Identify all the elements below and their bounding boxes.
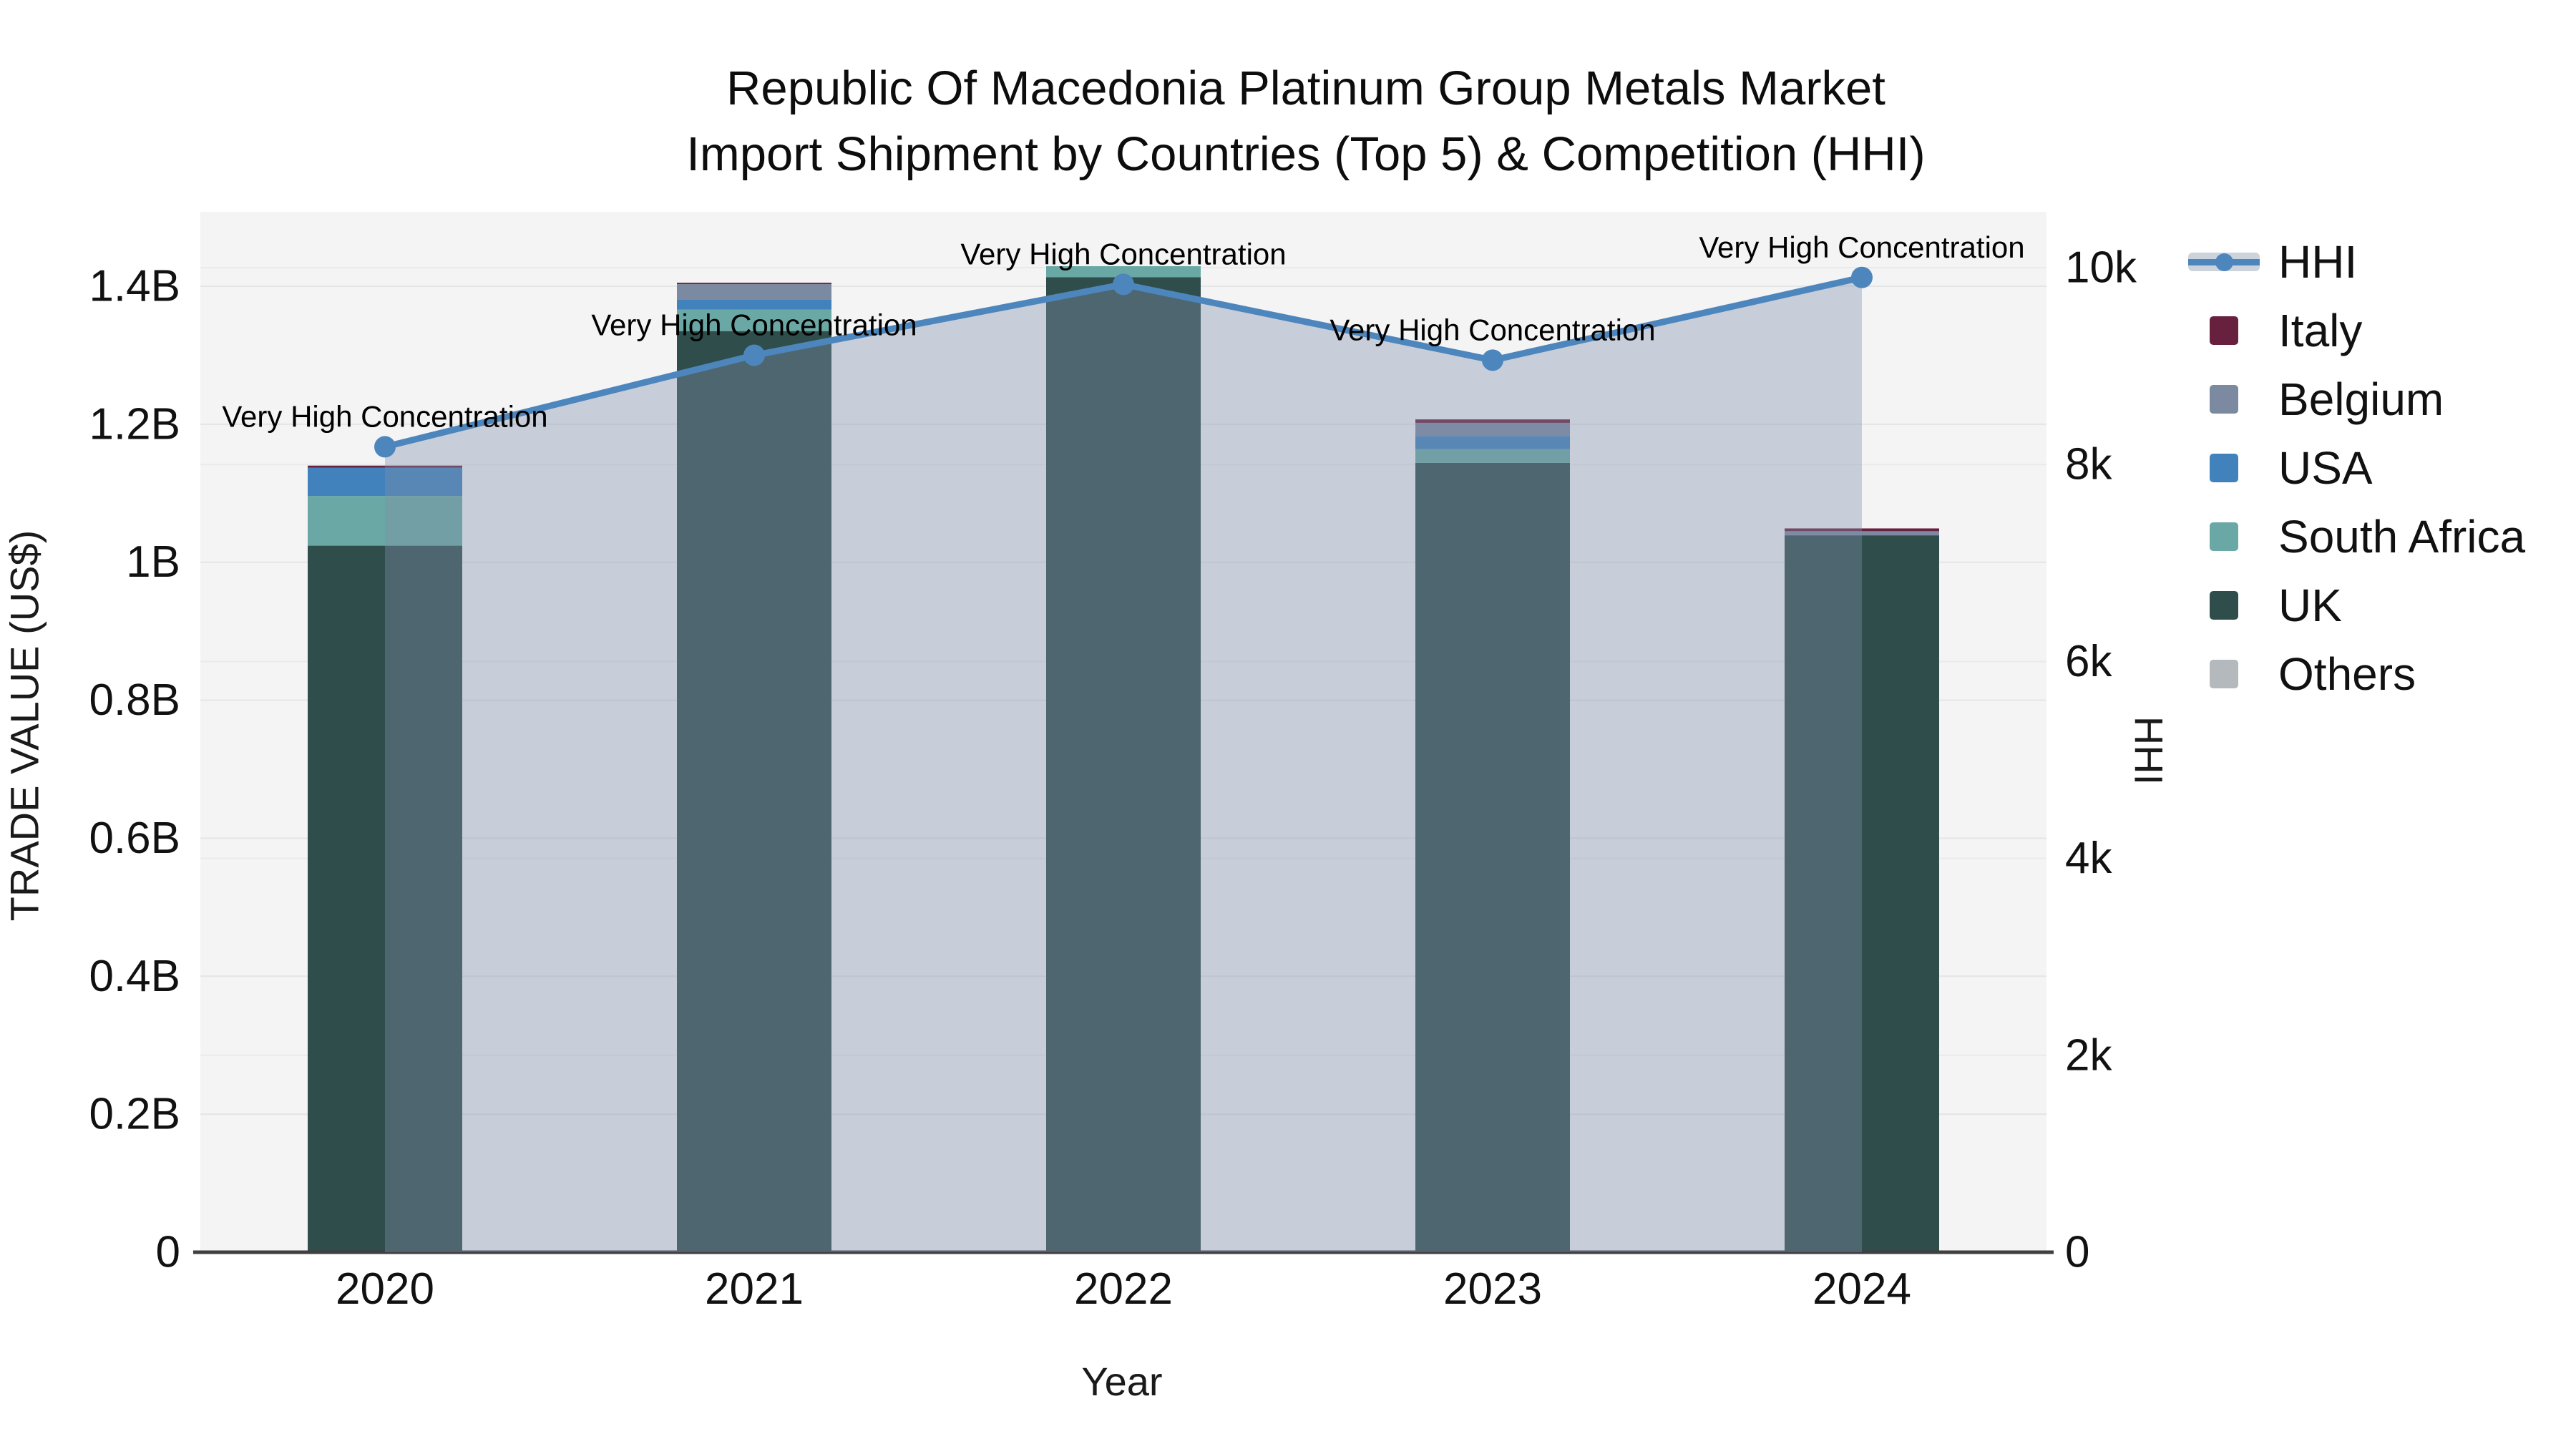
annotation-label: Very High Concentration	[1330, 313, 1655, 346]
color-swatch-icon	[2188, 384, 2260, 415]
legend-label: Others	[2278, 648, 2416, 700]
bar-segment-uk	[1046, 277, 1201, 1252]
bar-segment-uk	[308, 545, 462, 1252]
y-tick-left: 0.2B	[89, 1090, 180, 1139]
legend-label: UK	[2278, 580, 2342, 631]
bar-segment-south-africa	[677, 309, 831, 331]
hhi-marker	[1851, 266, 1873, 288]
y-tick-right: 2k	[2065, 1030, 2112, 1080]
legend-item-usa[interactable]: USA	[2188, 434, 2525, 502]
bar-segment-usa	[1415, 436, 1570, 449]
legend-label: Belgium	[2278, 374, 2444, 425]
y-tick-right: 4k	[2065, 834, 2112, 883]
bar-segment-belgium	[1785, 531, 1939, 536]
hhi-area	[385, 277, 1862, 1252]
bar-segment-south-africa	[308, 496, 462, 546]
y-tick-right: 0	[2065, 1228, 2089, 1277]
hhi-marker	[743, 344, 765, 366]
x-tick-label: 2020	[336, 1264, 434, 1314]
bar-segment-uk	[677, 331, 831, 1252]
bar-segment-belgium	[1415, 422, 1570, 436]
bar-segment-italy	[1415, 419, 1570, 423]
y-tick-left: 0.6B	[89, 814, 180, 863]
y-tick-right: 8k	[2065, 440, 2112, 489]
hhi-marker	[1113, 273, 1134, 296]
bar-segment-italy	[1785, 528, 1939, 532]
y-tick-right: 10k	[2065, 243, 2137, 293]
y-tick-left: 1.4B	[89, 262, 180, 311]
legend-label: HHI	[2278, 236, 2358, 288]
bar-segment-south-africa	[1415, 449, 1570, 463]
bar-segment-italy	[308, 465, 462, 468]
bar-segment-south-africa	[1046, 266, 1201, 278]
color-swatch-icon	[2188, 521, 2260, 552]
y-tick-left: 1B	[126, 537, 180, 587]
legend: HHI Italy Belgium USA South Africa UK Others	[2188, 228, 2525, 708]
bar-segment-uk	[1415, 462, 1570, 1252]
color-swatch-icon	[2188, 315, 2260, 346]
chart-title-line2: Import Shipment by Countries (Top 5) & C…	[686, 127, 1926, 181]
legend-item-others[interactable]: Others	[2188, 640, 2525, 708]
y-tick-left: 0	[156, 1228, 180, 1277]
y-tick-left: 0.4B	[89, 952, 180, 1001]
color-swatch-icon	[2188, 590, 2260, 621]
legend-item-italy[interactable]: Italy	[2188, 296, 2525, 365]
legend-label: South Africa	[2278, 511, 2526, 562]
bar-segment-italy	[677, 283, 831, 285]
bar-segment-uk	[1785, 535, 1939, 1252]
color-swatch-icon	[2188, 658, 2260, 690]
bar-segment-belgium	[677, 284, 831, 300]
legend-item-belgium[interactable]: Belgium	[2188, 365, 2525, 434]
bar-segment-usa	[677, 299, 831, 310]
y-tick-left: 1.2B	[89, 399, 180, 449]
color-swatch-icon	[2188, 452, 2260, 484]
y-tick-right: 6k	[2065, 637, 2112, 686]
x-tick-label: 2024	[1813, 1264, 1911, 1314]
x-axis-title: Year	[1081, 1359, 1163, 1404]
annotation-label: Very High Concentration	[222, 399, 547, 433]
annotation-label: Very High Concentration	[591, 308, 917, 341]
hhi-line-swatch-icon	[2188, 246, 2260, 278]
x-tick-label: 2022	[1074, 1264, 1173, 1314]
legend-item-hhi[interactable]: HHI	[2188, 228, 2525, 296]
y-tick-left: 0.8B	[89, 675, 180, 725]
legend-label: Italy	[2278, 305, 2363, 356]
bar-segment-usa	[308, 467, 462, 497]
annotation-label: Very High Concentration	[960, 237, 1286, 270]
legend-label: USA	[2278, 442, 2373, 494]
hhi-marker	[1482, 349, 1503, 371]
x-tick-label: 2023	[1443, 1264, 1542, 1314]
chart-title: Republic Of Macedonia Platinum Group Met…	[590, 56, 2021, 187]
chart-title-line1: Republic Of Macedonia Platinum Group Met…	[726, 62, 1885, 115]
annotation-label: Very High Concentration	[1699, 230, 2024, 264]
legend-item-uk[interactable]: UK	[2188, 571, 2525, 640]
hhi-marker	[374, 436, 396, 458]
x-tick-label: 2021	[705, 1264, 804, 1314]
legend-item-south-africa[interactable]: South Africa	[2188, 502, 2525, 571]
